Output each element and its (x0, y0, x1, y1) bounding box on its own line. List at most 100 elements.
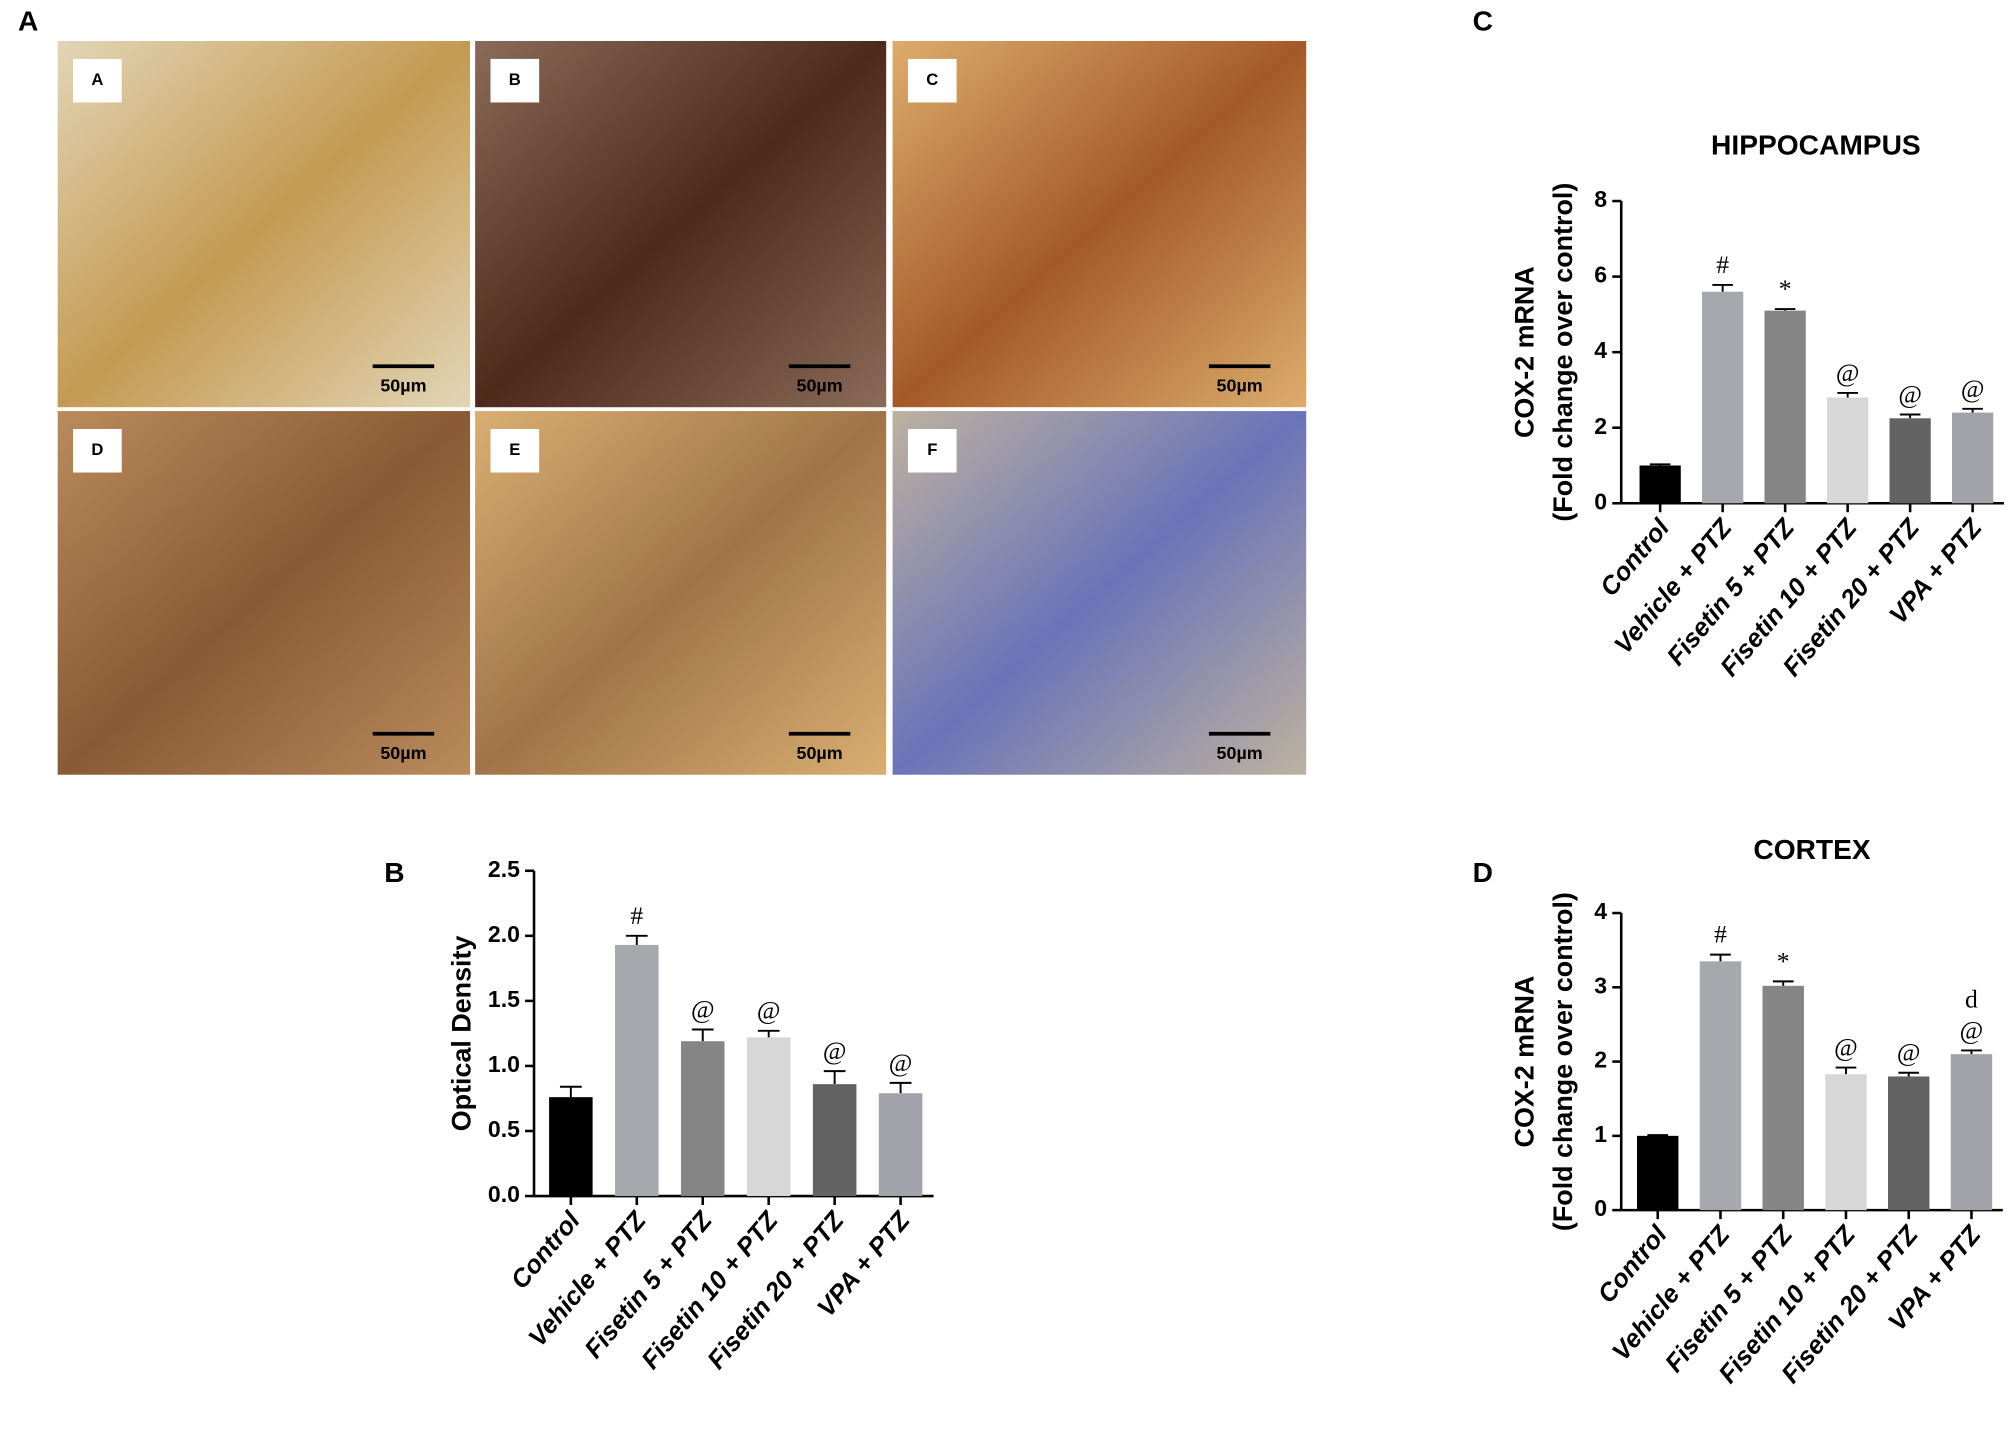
y-tick-label: 2.0 (488, 921, 520, 947)
error-bar (823, 1070, 846, 1085)
micrograph (475, 411, 887, 775)
error-bar (1649, 463, 1671, 466)
bar (1888, 1076, 1930, 1211)
bar (1825, 1074, 1867, 1211)
panel-label: D (1473, 856, 1493, 888)
bar (1951, 412, 1994, 504)
bar (1762, 985, 1804, 1211)
y-axis-label: COX-2 mRNA (1510, 266, 1540, 438)
annotation: @ (823, 1036, 847, 1065)
annotation: @ (889, 1048, 913, 1077)
image-label-box (490, 58, 540, 103)
y-tick-label: 6 (1594, 262, 1607, 288)
bar (878, 1093, 923, 1197)
image-label: A (91, 70, 103, 89)
annotation: @ (1898, 379, 1922, 408)
bar (1637, 1135, 1679, 1211)
annotation: @ (1897, 1038, 1921, 1067)
scale-label: 50µm (1217, 743, 1263, 763)
scale-label: 50µm (380, 743, 426, 763)
annotation: @ (691, 994, 715, 1023)
annotation: @ (1836, 358, 1860, 387)
error-bar (1710, 953, 1731, 962)
y-axis-label: Optical Density (447, 936, 477, 1132)
image-label: F (927, 440, 937, 459)
image-label: D (91, 440, 103, 459)
annotation: # (1714, 920, 1727, 949)
y-tick-label: 8 (1594, 186, 1607, 212)
micrograph (892, 40, 1307, 408)
image-label-box (73, 58, 122, 103)
bar (746, 1037, 791, 1197)
chart-title: CORTEX (1753, 833, 1871, 865)
y-tick-label: 0 (1594, 1195, 1607, 1221)
annotation: * (1777, 946, 1790, 975)
y-tick-label: 0.5 (488, 1116, 520, 1142)
error-bar (1774, 308, 1796, 311)
y-tick-label: 4 (1594, 898, 1607, 924)
bar (1639, 465, 1681, 504)
annotation: d (1965, 985, 1978, 1014)
bar (812, 1084, 857, 1197)
image-label: E (509, 440, 520, 459)
panel-label: B (384, 856, 404, 888)
bar (549, 1097, 593, 1197)
y-tick-label: 4 (1594, 337, 1607, 363)
scale-label: 50µm (380, 375, 426, 395)
panel-label: A (18, 4, 38, 36)
error-bar (1772, 980, 1794, 986)
bar (1827, 397, 1869, 504)
y-tick-label: 1 (1594, 1121, 1607, 1147)
error-bar (625, 934, 648, 945)
annotation: @ (1961, 374, 1985, 403)
bar (1699, 961, 1742, 1211)
y-tick-label: 3 (1594, 972, 1607, 998)
annotation: @ (1960, 1015, 1984, 1044)
bar (1889, 418, 1931, 504)
annotation: # (630, 901, 643, 930)
x-tick-label: Vehicle + PTZ (523, 1206, 652, 1352)
bar (1950, 1054, 1993, 1211)
scale-label: 50µm (797, 375, 843, 395)
error-bar (1837, 391, 1858, 398)
bar (680, 1041, 725, 1197)
annotation: @ (757, 996, 781, 1025)
error-bar (1712, 283, 1733, 292)
y-tick-label: 2 (1594, 413, 1607, 439)
error-bar (1835, 1066, 1857, 1075)
error-bar (691, 1028, 714, 1042)
y-axis-label: (Fold change over control) (1548, 892, 1578, 1231)
image-label-box (490, 428, 540, 473)
error-bar (1647, 1134, 1669, 1137)
bar (615, 944, 659, 1197)
image-label: B (509, 70, 521, 89)
micrograph (475, 40, 887, 408)
bar (1764, 310, 1806, 504)
image-label-box (907, 428, 957, 473)
chart-title: HIPPOCAMPUS (1711, 129, 1921, 161)
error-bar (1962, 407, 1983, 413)
y-tick-label: 2.5 (488, 856, 520, 882)
image-label-box (907, 58, 957, 103)
y-axis-label: (Fold change over control) (1548, 183, 1578, 522)
error-bar (889, 1081, 912, 1094)
y-tick-label: 1.5 (488, 986, 520, 1012)
y-axis-label: COX-2 mRNA (1510, 976, 1540, 1148)
scale-label: 50µm (797, 743, 843, 763)
micrograph (892, 411, 1307, 775)
error-bar (757, 1029, 780, 1038)
y-tick-label: 1.0 (488, 1051, 520, 1077)
y-tick-label: 0 (1594, 488, 1607, 514)
scale-label: 50µm (1217, 375, 1263, 395)
micrograph (57, 411, 471, 775)
bar (1702, 291, 1744, 504)
annotation: @ (1834, 1032, 1858, 1061)
annotation: * (1779, 274, 1792, 303)
error-bar (1961, 1049, 1982, 1055)
annotation: # (1716, 250, 1729, 279)
micrograph (57, 40, 471, 408)
image-label-box (73, 428, 122, 473)
image-label: C (926, 70, 938, 89)
y-tick-label: 2 (1594, 1047, 1607, 1073)
